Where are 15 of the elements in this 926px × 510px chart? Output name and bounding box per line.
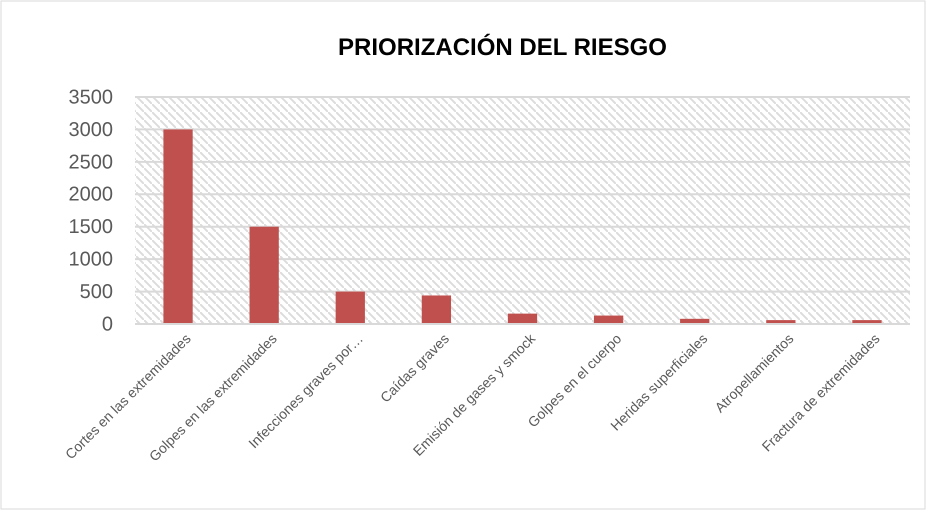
bar bbox=[250, 226, 279, 324]
y-tick-label: 3000 bbox=[68, 118, 113, 141]
bar bbox=[594, 316, 624, 324]
y-tick-label: 3500 bbox=[68, 86, 113, 108]
y-tick-label: 500 bbox=[80, 280, 113, 303]
bar bbox=[163, 129, 193, 324]
bar bbox=[422, 295, 452, 324]
y-tick-label: 2500 bbox=[68, 151, 113, 174]
y-tick-label: 2000 bbox=[68, 184, 113, 206]
bar bbox=[508, 314, 538, 324]
bar bbox=[336, 292, 365, 324]
y-tick-label: 1000 bbox=[68, 248, 113, 271]
y-tick-label: 0 bbox=[102, 313, 113, 336]
chart-title: PRIORIZACIÓN DEL RIESGO bbox=[338, 33, 667, 61]
y-tick-label: 1500 bbox=[68, 216, 113, 238]
